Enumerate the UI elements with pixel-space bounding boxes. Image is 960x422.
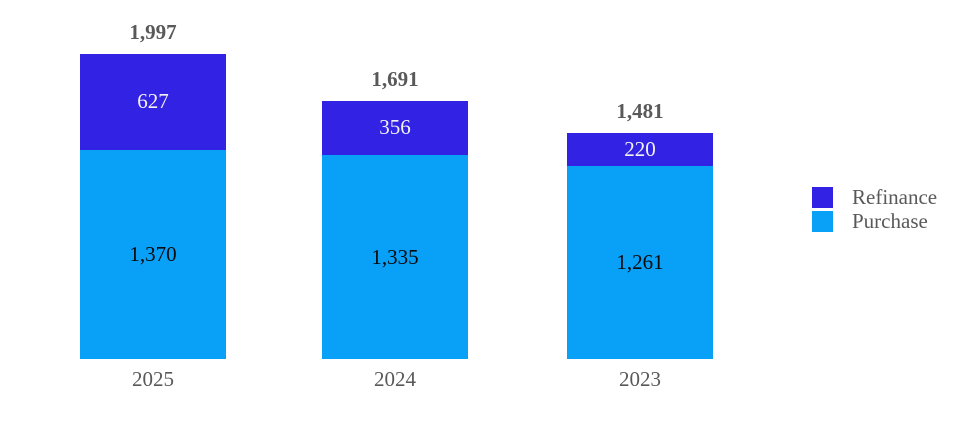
legend-item-purchase: Purchase xyxy=(812,211,937,232)
segment-value-label: 627 xyxy=(137,89,169,114)
bar-segment-refinance-2023: 220 xyxy=(567,132,713,167)
x-axis-label-2024: 2024 xyxy=(374,367,416,391)
bar-segment-refinance-2024: 356 xyxy=(322,100,468,156)
bar-segment-purchase-2025: 1,370 xyxy=(80,149,226,359)
x-axis-label-2025: 2025 xyxy=(132,367,174,391)
bar-segment-refinance-2025: 627 xyxy=(80,54,226,150)
refinance-swatch-icon xyxy=(812,187,833,208)
legend-label-purchase: Purchase xyxy=(852,209,928,233)
legend-label-refinance: Refinance xyxy=(852,185,938,209)
segment-value-label: 1,335 xyxy=(371,244,419,269)
segment-value-label: 356 xyxy=(379,115,411,140)
purchase-swatch-icon xyxy=(812,211,833,232)
total-label-2025: 1,997 xyxy=(129,20,177,44)
total-label-2023: 1,481 xyxy=(616,98,664,123)
x-axis-label-2023: 2023 xyxy=(619,367,661,391)
segment-value-label: 1,370 xyxy=(129,241,177,266)
bar-segment-purchase-2024: 1,335 xyxy=(322,155,468,359)
segment-value-label: 220 xyxy=(624,137,656,162)
legend: Refinance Purchase xyxy=(812,187,937,235)
bar-segment-purchase-2023: 1,261 xyxy=(567,166,713,359)
segment-value-label: 1,261 xyxy=(616,250,664,275)
legend-item-refinance: Refinance xyxy=(812,187,937,208)
total-label-2024: 1,691 xyxy=(371,66,419,91)
